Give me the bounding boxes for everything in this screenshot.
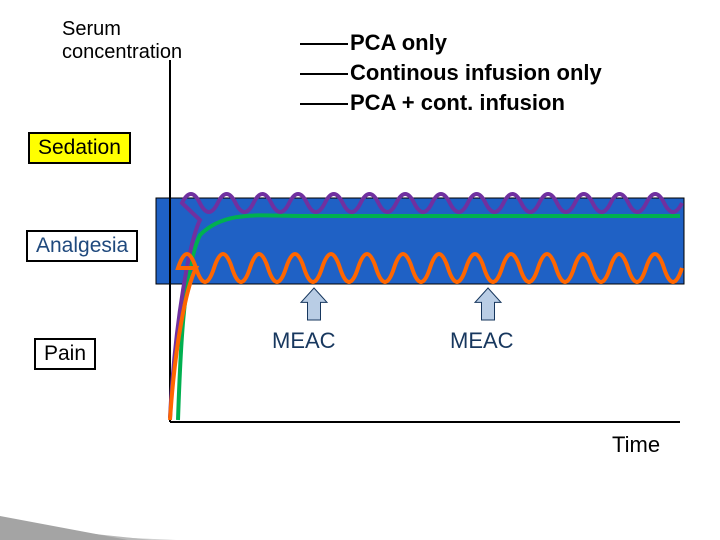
curve-pca-only [170, 254, 682, 420]
legend-item: PCA + cont. infusion [300, 90, 565, 116]
zone-label-pain: Pain [34, 338, 96, 370]
zone-label-analgesia: Analgesia [26, 230, 138, 262]
meac-arrow [301, 288, 327, 320]
legend-item: Continous infusion only [300, 60, 602, 86]
y-axis-title-line1: Serum [62, 18, 121, 40]
x-axis-title: Time [612, 432, 660, 458]
legend-dash-icon [300, 43, 348, 45]
legend-item: PCA only [300, 30, 447, 56]
y-axis-title-line2: concentration [62, 41, 182, 63]
legend-text: Continous infusion only [350, 60, 602, 85]
meac-label: MEAC [272, 328, 336, 354]
zone-label-sedation: Sedation [28, 132, 131, 164]
legend-text: PCA only [350, 30, 447, 55]
y-axis-title: Serum concentration [62, 18, 182, 64]
legend-dash-icon [300, 103, 348, 105]
legend-dash-icon [300, 73, 348, 75]
meac-arrow [475, 288, 501, 320]
meac-label: MEAC [450, 328, 514, 354]
legend-text: PCA + cont. infusion [350, 90, 565, 115]
